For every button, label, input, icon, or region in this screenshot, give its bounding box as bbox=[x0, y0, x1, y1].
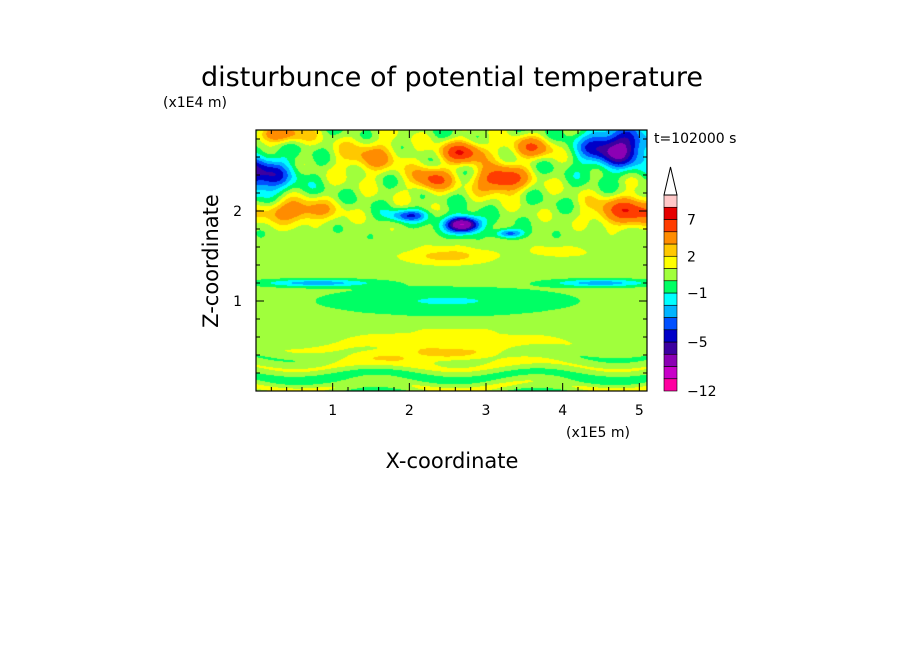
colorbar-swatch bbox=[663, 366, 678, 380]
colorbar-swatch bbox=[663, 329, 678, 343]
colorbar-label: 2 bbox=[687, 249, 696, 265]
colorbar bbox=[663, 166, 678, 392]
y-unit-label: (x1E4 m) bbox=[163, 95, 227, 111]
x-tick-labels: 1 2 3 4 5 bbox=[328, 403, 644, 419]
x-tick-label: 2 bbox=[405, 403, 414, 419]
colorbar-swatch bbox=[663, 378, 678, 392]
time-label: t=102000 s bbox=[654, 131, 736, 147]
colorbar-swatch bbox=[663, 353, 678, 367]
x-tick-label: 4 bbox=[558, 403, 567, 419]
colorbar-label: −5 bbox=[687, 335, 708, 351]
plot-area bbox=[255, 129, 648, 392]
axis-ticks bbox=[255, 130, 647, 392]
colorbar-swatch bbox=[663, 243, 678, 257]
chart-title: disturbunce of potential temperature bbox=[201, 62, 703, 93]
y-tick-label: 2 bbox=[233, 204, 242, 220]
colorbar-swatch bbox=[663, 219, 678, 233]
colorbar-swatch bbox=[663, 194, 678, 208]
colorbar-labels: 7 2 −1 −5 −12 bbox=[687, 213, 717, 401]
colorbar-swatch bbox=[663, 268, 678, 282]
y-tick-label: 1 bbox=[233, 294, 242, 310]
contour-field bbox=[256, 130, 647, 391]
x-tick-label: 1 bbox=[328, 403, 337, 419]
x-tick-label: 5 bbox=[635, 403, 644, 419]
colorbar-swatch bbox=[663, 231, 678, 245]
y-tick-labels: 12 bbox=[233, 204, 242, 310]
colorbar-swatch bbox=[663, 255, 678, 269]
colorbar-label: −12 bbox=[687, 384, 717, 400]
colorbar-swatch bbox=[663, 292, 678, 306]
x-tick-label: 3 bbox=[482, 403, 491, 419]
colorbar-swatch bbox=[663, 206, 678, 220]
plot-frame bbox=[255, 129, 648, 392]
x-unit-label: (x1E5 m) bbox=[566, 425, 630, 441]
colorbar-extend-arrow bbox=[663, 166, 678, 196]
x-axis-label: X-coordinate bbox=[386, 449, 519, 473]
colorbar-label: −1 bbox=[687, 286, 708, 302]
colorbar-swatch bbox=[663, 280, 678, 294]
colorbar-swatch bbox=[663, 317, 678, 331]
colorbar-label: 7 bbox=[687, 213, 696, 229]
y-axis-label: Z-coordinate bbox=[199, 194, 223, 328]
colorbar-swatch bbox=[663, 304, 678, 318]
colorbar-swatch bbox=[663, 341, 678, 355]
